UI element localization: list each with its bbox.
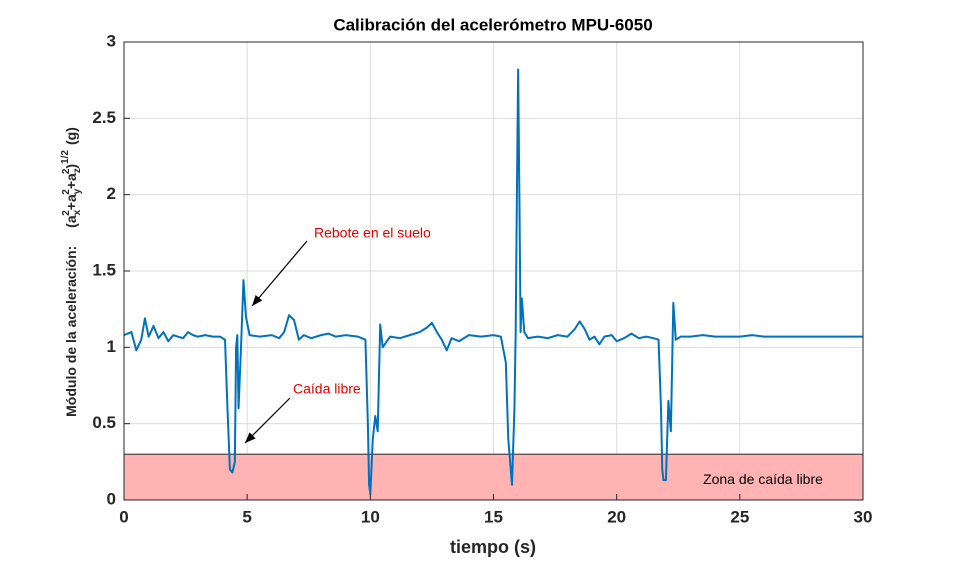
y-label-part: Módulo de la aceleración: [63, 246, 79, 417]
x-tick-label: 5 [242, 507, 251, 526]
annotation: Rebote en el suelo [314, 225, 431, 241]
data-line [123, 68, 863, 495]
y-label-part: 2 [61, 210, 72, 216]
y-label-part: 1/2 [60, 150, 71, 164]
y-label-part: y [72, 188, 83, 194]
y-label-part: +a [63, 173, 79, 189]
y-label-part: x [72, 209, 83, 215]
y-label-part: +a [63, 194, 79, 210]
region [123, 453, 864, 501]
y-axis-label: Módulo de la aceleración: (ax2+ay2+az2)1… [60, 127, 83, 417]
y-label-part: ) [63, 164, 79, 169]
x-axis-label: tiempo (s) [450, 537, 536, 557]
x-tick-label: 20 [607, 507, 626, 526]
y-label-part: 2 [61, 168, 72, 174]
y-tick-label: 0 [107, 489, 116, 508]
y-tick-label: 3 [107, 31, 116, 50]
chart-title: Calibración del acelerómetro MPU-6050 [333, 15, 652, 34]
annotation-arrow [251, 240, 308, 307]
free-fall-zone [123, 453, 864, 501]
y-tick-label: 1 [107, 337, 116, 356]
y-label-part: (g) [63, 127, 79, 145]
x-tick-label: 25 [730, 507, 749, 526]
y-tick-label: 0.5 [92, 413, 116, 432]
x-tick-label: 30 [854, 507, 873, 526]
labels: 0 5 10 15 20 25 30 0 0.5 1 1.5 2 2.5 3 Zona de caída l… [92, 31, 872, 526]
region-label: Zona de caída libre [703, 471, 823, 487]
x-tick-label: 15 [484, 507, 503, 526]
y-label-part: z [72, 168, 83, 173]
y-label-part: (a [63, 215, 79, 228]
y-tick-label: 2.5 [92, 108, 116, 127]
annotation-arrow [244, 397, 291, 444]
y-label-part: 2 [61, 189, 72, 195]
x-tick-label: 0 [119, 507, 128, 526]
x-tick-label: 10 [361, 507, 380, 526]
annotation: Caída libre [293, 381, 361, 397]
y-tick-label: 2 [107, 184, 116, 203]
plot [123, 68, 863, 495]
y-tick-label: 1.5 [92, 260, 116, 279]
